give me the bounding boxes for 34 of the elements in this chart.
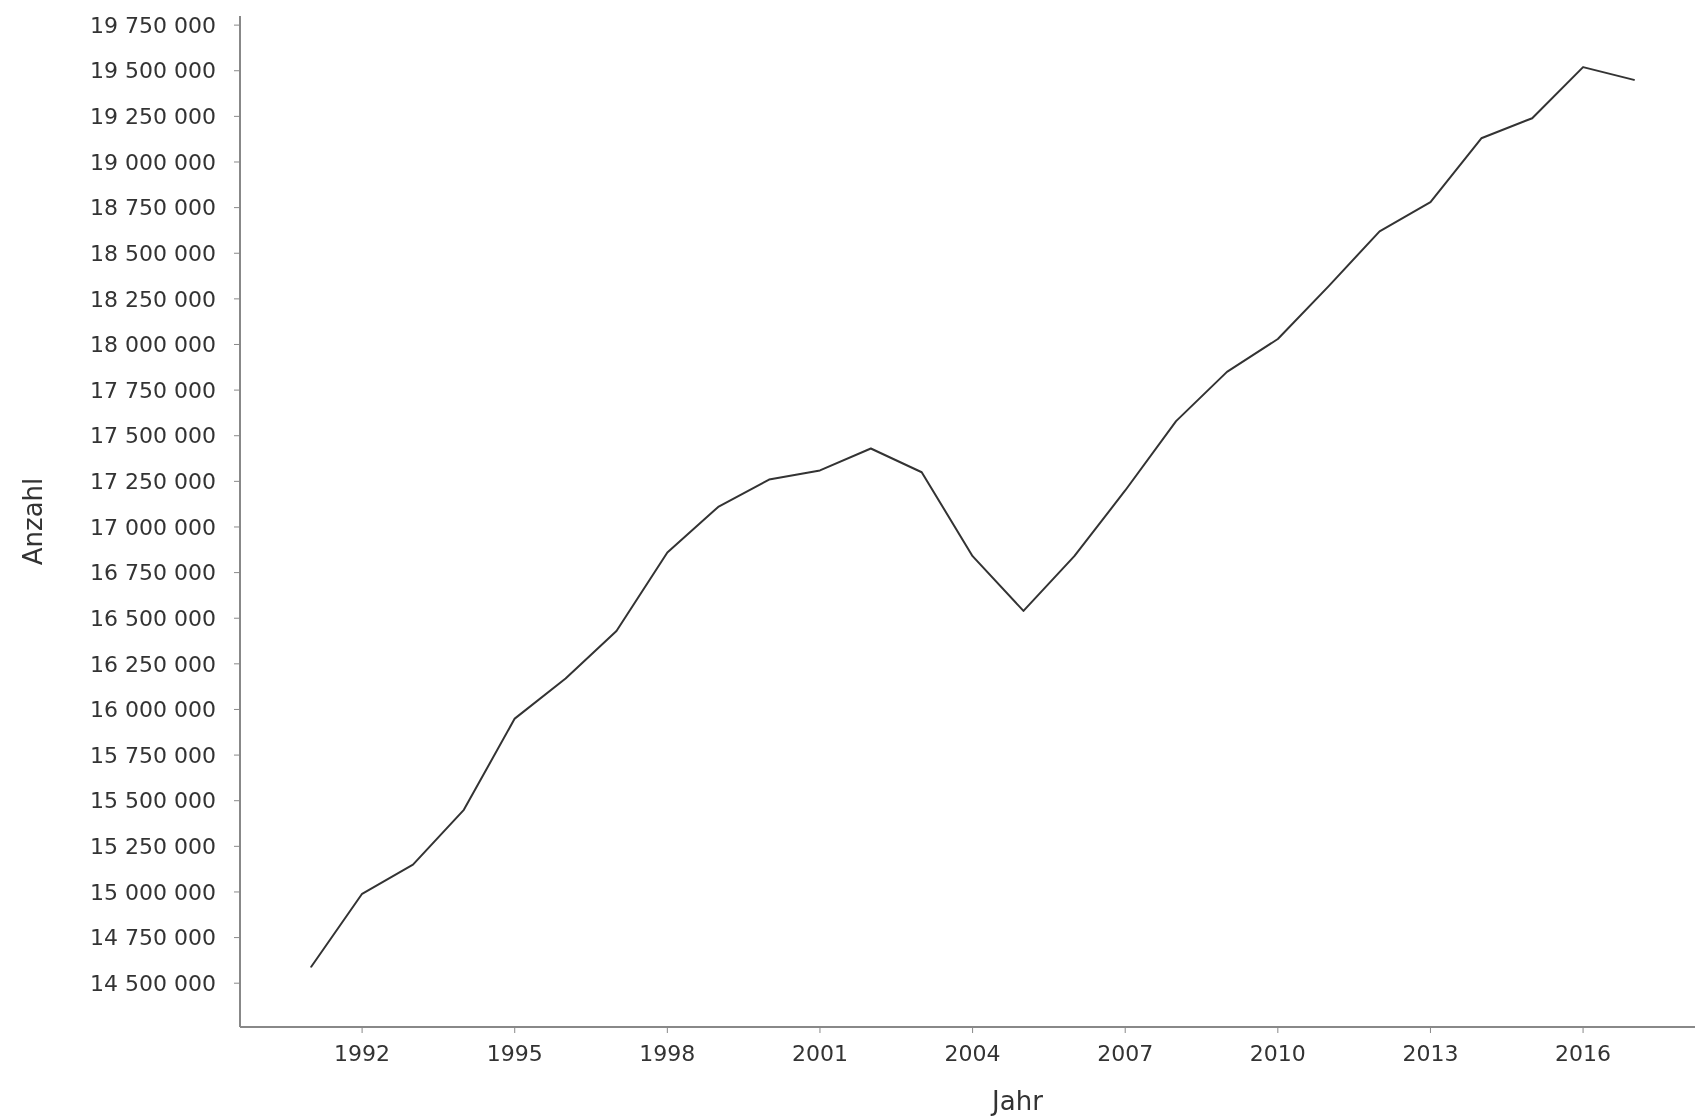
y-tick-label: 16 500 000 (90, 605, 216, 631)
y-tick-label: 14 500 000 (90, 970, 216, 996)
y-tick-label: 18 000 000 (90, 332, 216, 358)
y-tick-label: 15 500 000 (90, 788, 216, 814)
y-tick-label: 19 250 000 (90, 104, 216, 130)
y-tick-label: 14 750 000 (90, 925, 216, 951)
x-axis-title: Jahr (990, 1086, 1044, 1116)
y-tick-label: 17 500 000 (90, 423, 216, 449)
y-axis-title: Anzahl (18, 477, 48, 566)
y-tick-label: 19 500 000 (90, 58, 216, 84)
y-tick-label: 18 750 000 (90, 195, 216, 221)
y-tick-label: 15 000 000 (90, 879, 216, 905)
y-tick-label: 15 750 000 (90, 742, 216, 768)
y-tick-label: 17 000 000 (90, 514, 216, 540)
x-tick-label: 1995 (486, 1041, 543, 1066)
x-tick-label: 2007 (1097, 1041, 1154, 1066)
y-tick-label: 16 000 000 (90, 697, 216, 723)
x-tick-label: 2013 (1402, 1041, 1459, 1066)
x-tick-label: 2016 (1555, 1041, 1612, 1066)
y-tick-label: 15 250 000 (90, 834, 216, 860)
y-tick-label: 19 750 000 (90, 12, 216, 38)
y-tick-label: 19 000 000 (90, 149, 216, 175)
y-tick-label: 18 500 000 (90, 240, 216, 266)
y-tick-label: 16 250 000 (90, 651, 216, 677)
line-series (310, 66, 1635, 968)
x-tick-label: 2001 (791, 1041, 848, 1066)
x-tick-label: 2010 (1249, 1041, 1306, 1066)
x-tick-label: 1992 (334, 1041, 391, 1066)
y-tick-label: 18 250 000 (90, 286, 216, 312)
y-tick-label: 17 750 000 (90, 377, 216, 403)
y-tick-label: 16 750 000 (90, 560, 216, 586)
x-tick-label: 1998 (639, 1041, 696, 1066)
y-tick-label: 17 250 000 (90, 469, 216, 495)
x-tick-label: 2004 (944, 1041, 1001, 1066)
